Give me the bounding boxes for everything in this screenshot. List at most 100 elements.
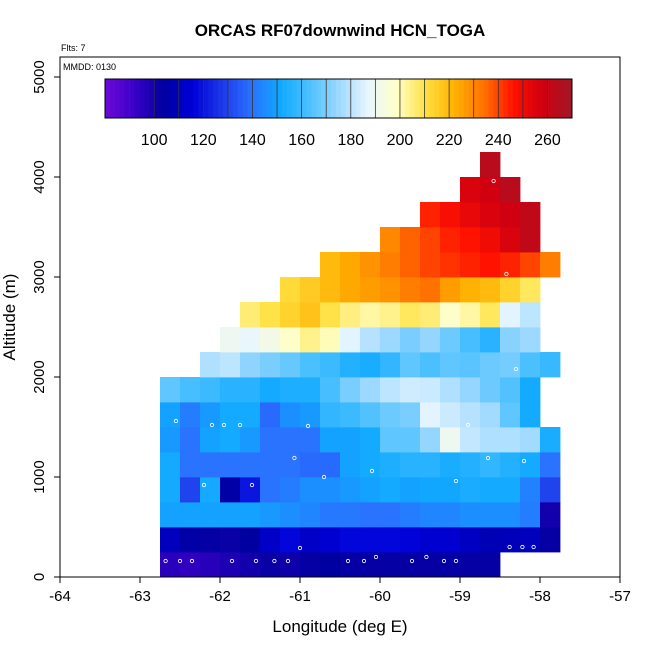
heatmap-cell	[360, 477, 381, 503]
colorbar-segment	[439, 79, 445, 118]
heatmap-cell	[380, 527, 401, 553]
flight-point	[485, 455, 491, 461]
heatmap-cell	[540, 427, 561, 453]
flight-point	[173, 418, 179, 424]
heatmap-cell	[340, 327, 361, 353]
heatmap-cell	[400, 302, 421, 328]
heatmap-cell	[400, 502, 421, 528]
heatmap-cell	[220, 352, 241, 378]
colorbar-segment	[380, 79, 386, 118]
heatmap-cell	[280, 452, 301, 478]
heatmap-cell	[360, 402, 381, 428]
heatmap-cell	[480, 227, 501, 253]
heatmap-cell	[420, 552, 441, 578]
heatmap-cell	[320, 502, 341, 528]
heatmap-cell	[180, 452, 201, 478]
colorbar-segment	[429, 79, 435, 118]
colorbar-segment	[552, 79, 558, 118]
heatmap-cell	[180, 427, 201, 453]
colorbar-segment	[508, 79, 514, 118]
flight-point	[369, 468, 375, 474]
heatmap-cell	[220, 527, 241, 553]
heatmap-cell	[360, 527, 381, 553]
colorbar-segment	[399, 79, 406, 118]
heatmap-cell	[440, 302, 461, 328]
colorbar-segment	[316, 79, 322, 118]
heatmap-cell	[260, 352, 281, 378]
flight-point	[221, 422, 227, 428]
flight-point	[409, 558, 415, 564]
y-tick-label: 1000	[31, 460, 48, 493]
heatmap-cell	[440, 527, 461, 553]
heatmap-cell	[400, 402, 421, 428]
colorbar-segment	[321, 79, 327, 118]
heatmap-cell	[400, 252, 421, 278]
heatmap-cell	[340, 352, 361, 378]
heatmap-cell	[340, 552, 361, 578]
heatmap-cell	[360, 377, 381, 403]
colorbar-segment	[547, 79, 553, 118]
colorbar-segment	[424, 79, 430, 118]
colorbar-segment	[144, 79, 150, 118]
colorbar-segment	[562, 79, 568, 118]
heatmap-cell	[320, 352, 341, 378]
heatmap-cell	[280, 402, 301, 428]
heatmap-cell	[500, 477, 521, 503]
heatmap-cell	[240, 527, 261, 553]
heatmap-cell	[300, 502, 321, 528]
heatmap-cell	[320, 377, 341, 403]
colorbar-segment	[503, 79, 509, 118]
flight-point	[453, 478, 459, 484]
heatmap-cell	[440, 277, 461, 303]
colorbar-segment	[311, 79, 317, 118]
colorbar-segment	[306, 79, 312, 118]
heatmap-cell	[420, 302, 441, 328]
heatmap-cell	[280, 327, 301, 353]
heatmap-cell	[360, 302, 381, 328]
heatmap-cell	[240, 352, 261, 378]
flight-point	[361, 558, 367, 564]
heatmap-cell	[420, 502, 441, 528]
heatmap-cell	[360, 352, 381, 378]
colorbar-segment	[296, 79, 303, 118]
heatmap-cell	[500, 402, 521, 428]
colorbar-segment	[532, 79, 539, 118]
heatmap-cell	[180, 377, 201, 403]
heatmap-cell	[160, 427, 181, 453]
heatmap-cell	[400, 552, 421, 578]
heatmap-cell	[440, 552, 461, 578]
x-tick-label: -62	[209, 588, 231, 605]
heatmap-cell	[380, 327, 401, 353]
colorbar-tick-label: 140	[239, 132, 266, 149]
colorbar-segment	[513, 79, 519, 118]
heatmap-cell	[520, 477, 541, 503]
heatmap-cell	[160, 477, 181, 503]
heatmap-cell	[200, 352, 221, 378]
heatmap-cell	[160, 402, 181, 428]
colorbar-segment	[336, 79, 342, 118]
flight-point	[345, 558, 351, 564]
heatmap-cell	[260, 402, 281, 428]
heatmap-cell	[540, 252, 561, 278]
heatmap-cell	[240, 452, 261, 478]
heatmap-cells	[160, 152, 561, 578]
heatmap-cell	[500, 202, 521, 228]
colorbar-segment	[237, 79, 244, 118]
heatmap-cell	[260, 552, 281, 578]
heatmap-cell	[420, 402, 441, 428]
heatmap-cell	[500, 377, 521, 403]
heatmap-cell	[500, 277, 521, 303]
colorbar-tick-label: 160	[288, 132, 315, 149]
heatmap-cell	[240, 502, 261, 528]
heatmap-cell	[340, 527, 361, 553]
heatmap-cell	[500, 452, 521, 478]
heatmap-cell	[540, 477, 561, 503]
flight-point	[297, 545, 303, 551]
heatmap-cell	[300, 352, 321, 378]
flight-point	[153, 511, 159, 517]
colorbar-segment	[188, 79, 194, 118]
x-tick-label: -60	[369, 588, 391, 605]
colorbar-segment	[370, 79, 376, 118]
heatmap-cell	[200, 527, 221, 553]
heatmap-cell	[480, 452, 501, 478]
